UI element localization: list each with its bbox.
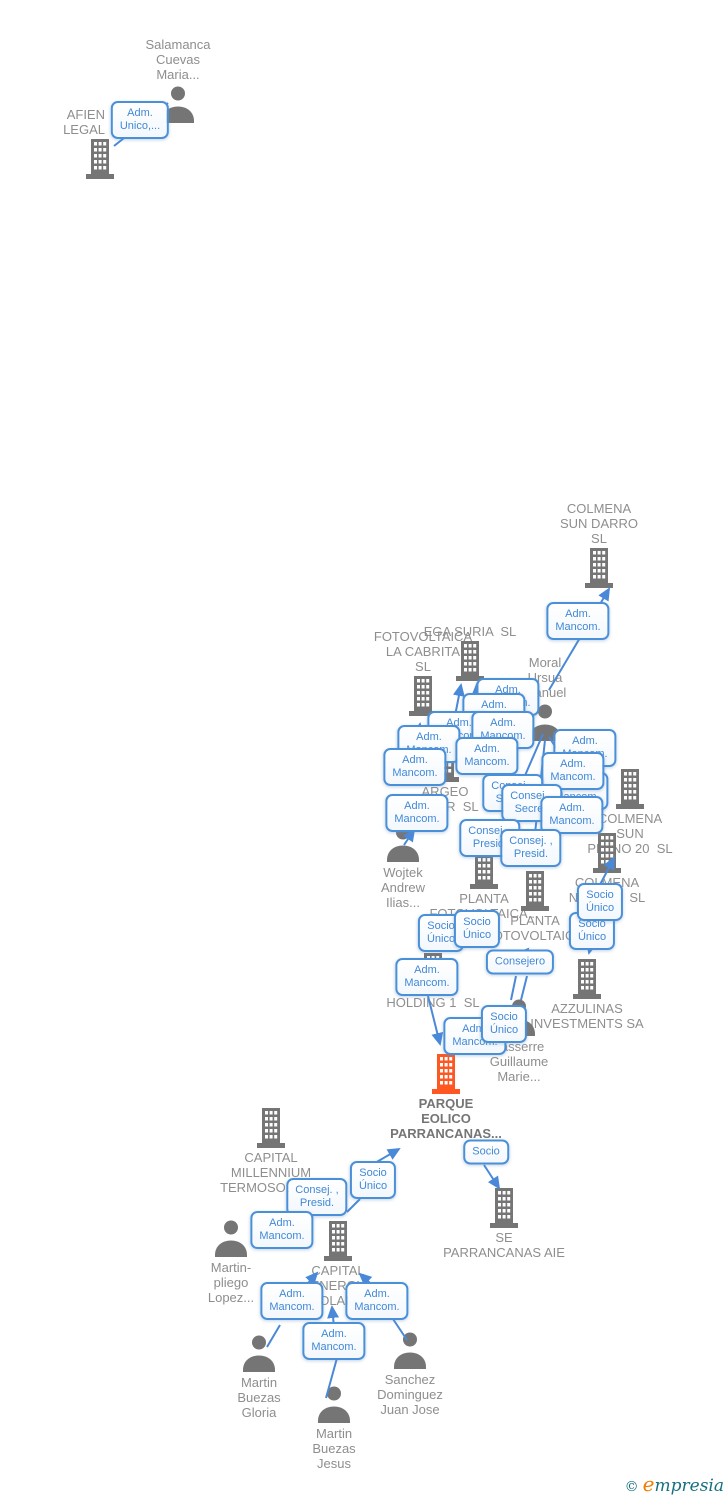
person-icon[interactable] [158, 85, 198, 123]
relation-box[interactable]: Socio Único [453, 910, 501, 948]
node-label-ega-suria[interactable]: EGA SURIA SL [423, 624, 517, 639]
relation-arrow [266, 1324, 281, 1348]
relation-box[interactable]: Adm. Mancom. [455, 737, 519, 775]
relation-box[interactable]: Consejero [485, 949, 555, 975]
node-label-martin-pliego-lopez[interactable]: Martin- pliego Lopez... [207, 1260, 255, 1305]
relation-box[interactable]: Socio Único [576, 883, 624, 921]
relation-arrow [325, 1357, 338, 1399]
node-label-fotovoltaica-la-cabrita[interactable]: FOTOVOLTAICA LA CABRITA SL [373, 629, 473, 674]
node-label-salamanca-cuevas[interactable]: Salamanca Cuevas Maria... [145, 37, 211, 82]
relation-box[interactable]: Socio [463, 1139, 509, 1165]
company-icon[interactable] [569, 958, 605, 1000]
relation-box[interactable]: Socio Único [349, 1161, 397, 1199]
company-icon[interactable] [320, 1220, 356, 1262]
brand-initial: e [642, 1472, 655, 1496]
relation-box[interactable]: Socio Único [480, 1005, 528, 1043]
relation-box[interactable]: Adm. Mancom. [395, 958, 459, 996]
relation-arrow [390, 1315, 408, 1341]
relation-box[interactable]: Adm. Mancom. [383, 748, 447, 786]
company-icon[interactable] [405, 675, 441, 717]
relation-box[interactable]: Adm. Mancom. [260, 1282, 324, 1320]
person-icon[interactable] [239, 1334, 279, 1372]
company-icon[interactable] [517, 870, 553, 912]
company-icon[interactable] [82, 138, 118, 180]
company-icon[interactable] [466, 848, 502, 890]
brand-name: mpresia [654, 1476, 725, 1496]
node-label-martin-buezas-gloria[interactable]: Martin Buezas Gloria [237, 1375, 281, 1420]
empresia-watermark: © empresia [625, 1472, 724, 1496]
node-label-sanchez-dominguez[interactable]: Sanchez Dominguez Juan Jose [377, 1372, 443, 1417]
relation-arrow [483, 1164, 501, 1190]
relation-box[interactable]: Consej. , Presid. [500, 829, 562, 867]
relation-arrow [402, 828, 416, 846]
relation-arrow [427, 995, 444, 1046]
node-label-azzulinas-investments[interactable]: AZZULINAS INVESTMENTS SA [530, 1001, 644, 1031]
company-icon[interactable] [581, 547, 617, 589]
person-icon[interactable] [525, 703, 565, 741]
person-icon[interactable] [211, 1219, 251, 1257]
relation-box[interactable]: Adm. Mancom. [250, 1211, 314, 1249]
relation-arrow [520, 975, 528, 1001]
person-icon[interactable] [390, 1331, 430, 1369]
node-label-wojtek-andrew[interactable]: Wojtek Andrew Ilias... [380, 865, 426, 910]
relation-box[interactable]: Consej. , Presid. [286, 1178, 348, 1216]
node-label-afien-legal[interactable]: AFIEN LEGAL [63, 107, 105, 137]
person-icon[interactable] [314, 1385, 354, 1423]
company-icon-highlighted[interactable] [428, 1053, 464, 1095]
relation-box[interactable]: Adm. Mancom. [540, 796, 604, 834]
node-label-parque-eolico-parrancanas[interactable]: PARQUE EOLICO PARRANCANAS... [390, 1096, 502, 1141]
relation-box[interactable]: Adm. Mancom. [385, 794, 449, 832]
node-label-martin-buezas-jesus[interactable]: Martin Buezas Jesus [312, 1426, 356, 1471]
relation-box[interactable]: Adm. Mancom. [546, 602, 610, 640]
company-icon[interactable] [612, 768, 648, 810]
company-icon[interactable] [486, 1187, 522, 1229]
node-label-planta-fotovoltaica-2[interactable]: PLANTA FOTOVOLTAIC... [484, 913, 586, 943]
relation-arrow [510, 975, 517, 1001]
relation-box[interactable]: Adm. Unico,... [110, 101, 170, 139]
copyright-symbol: © [624, 1479, 639, 1495]
node-label-colmena-sun-darro[interactable]: COLMENA SUN DARRO SL [559, 501, 639, 546]
relation-box[interactable]: Adm. Mancom. [345, 1282, 409, 1320]
company-icon[interactable] [253, 1107, 289, 1149]
relation-arrow [346, 1198, 361, 1213]
company-icon[interactable] [452, 640, 488, 682]
relation-box[interactable]: Adm. Mancom. [302, 1322, 366, 1360]
node-label-se-parrancanas[interactable]: SE PARRANCANAS AIE [443, 1230, 565, 1260]
node-label-lasserre-guillaume[interactable]: Lasserre Guillaume Marie... [489, 1039, 549, 1084]
relation-box[interactable]: Adm. Mancom. [541, 752, 605, 790]
relation-arrow [374, 1147, 401, 1164]
